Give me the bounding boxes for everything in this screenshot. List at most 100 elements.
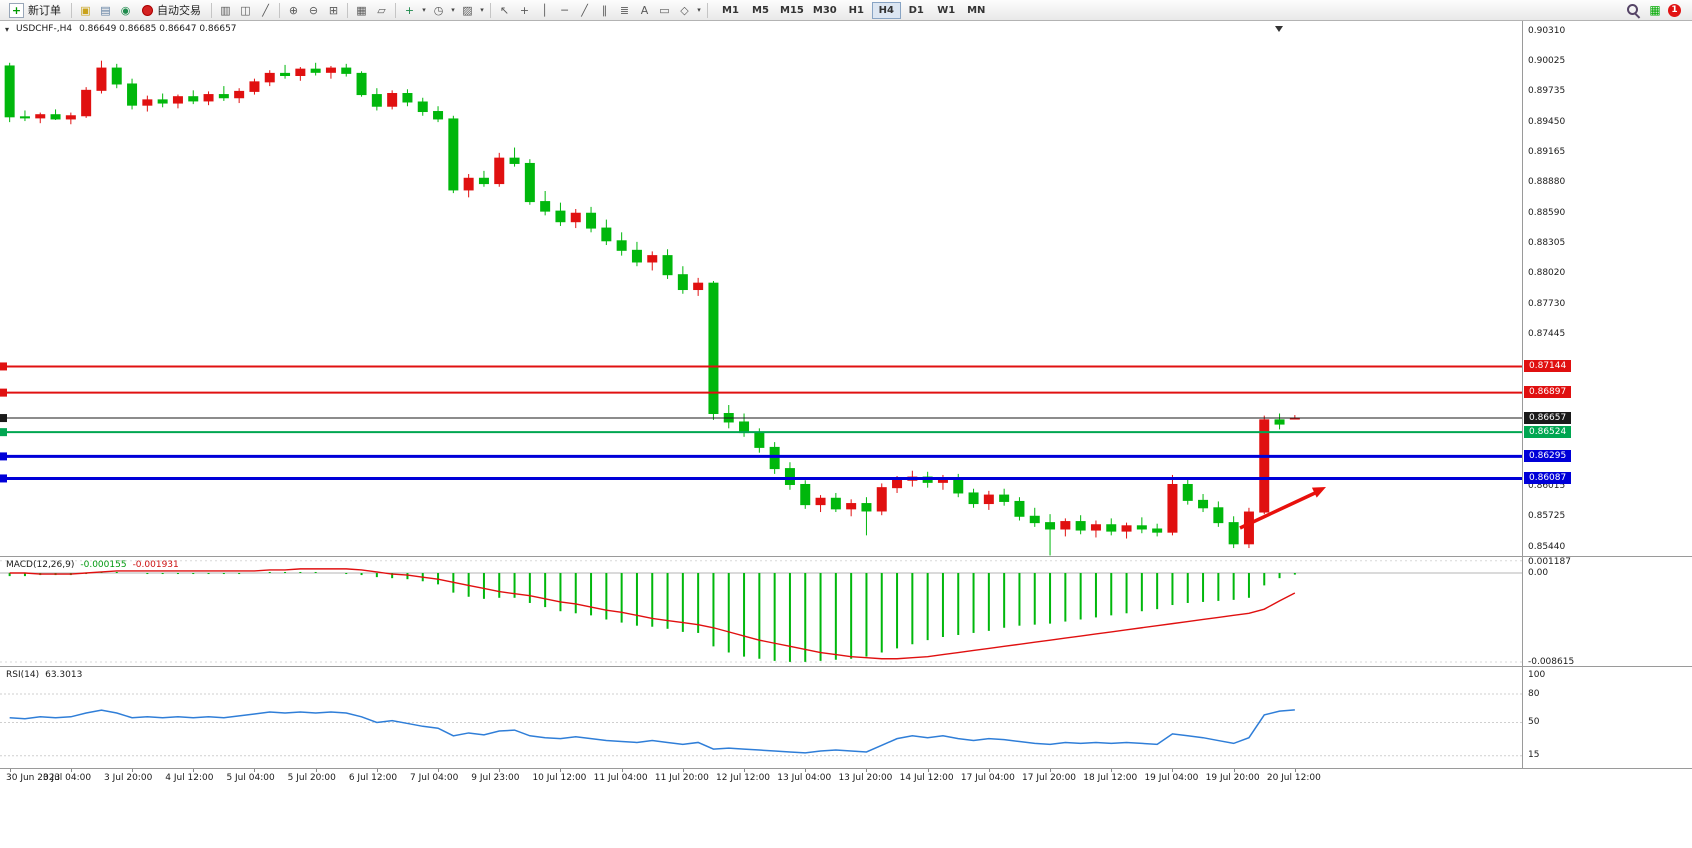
candle [35,114,46,119]
time-label: 13 Jul 04:00 [777,773,832,783]
line-anchor [0,428,7,437]
price-tag: 0.86897 [1524,386,1572,399]
templates-dropdown-icon[interactable]: ▾ [480,6,484,14]
periods-icon[interactable]: ◷ [433,3,444,17]
rsi-label: RSI(14) 63.3013 [6,670,82,680]
time-tick [1050,769,1052,772]
timeframe-button-mn[interactable]: MN [967,4,986,16]
trend-arrow-head [1311,487,1326,498]
panel-separator[interactable] [0,556,1692,557]
shapes-icon[interactable]: ◇ [680,3,689,17]
rsi-axis[interactable]: 100 80 50 15 [1523,667,1692,768]
fibonacci-icon[interactable]: ≣ [619,3,630,17]
timeframe-button-h1[interactable]: H1 [848,4,864,16]
profile-box-icon[interactable]: ▣ [80,3,91,17]
notification-badge[interactable]: 1 [1668,3,1681,17]
chart-shift-marker[interactable] [1275,26,1283,32]
autotrading-button[interactable]: 自动交易 [136,1,207,20]
candle [4,65,15,118]
autotrading-status-icon [142,4,153,16]
candle [1243,511,1254,545]
rsi-panel[interactable] [0,667,1522,768]
price-axis-label: 0.89165 [1528,146,1566,157]
price-axis-label: 0.89735 [1528,86,1566,97]
candle [280,72,291,77]
time-label: 9 Jul 23:00 [471,773,520,783]
candlestick-chart-icon[interactable]: ◫ [240,3,251,17]
search-icon[interactable] [1626,3,1641,18]
label-tool-icon[interactable]: ▭ [659,3,670,17]
panel-separator[interactable] [0,666,1692,667]
crosshair-icon[interactable]: + [519,3,530,17]
candle [861,503,872,512]
chart-expand-icon[interactable]: ▾ [5,24,10,34]
new-order-button[interactable]: + 新订单 [3,1,67,20]
candle [218,94,229,99]
horizontal-line-icon[interactable]: ─ [561,3,568,17]
candle [524,162,535,203]
time-label: 30 Jun 2023 [6,773,61,783]
time-axis[interactable]: 30 Jun 2023 3 Jul 04:00 3 Jul 20:00 4 Jul 1… [0,768,1692,787]
timeframe-button-m1[interactable]: M1 [722,4,739,16]
candle [65,115,76,120]
arrange-windows-icon[interactable]: ▦ [356,3,367,17]
candle [81,89,92,117]
channel-icon[interactable]: ∥ [601,3,608,17]
price-tag: 0.86295 [1524,449,1572,462]
line-anchor [0,414,7,423]
time-tick [70,769,72,772]
text-tool-icon[interactable]: A [640,3,649,17]
trendline-icon[interactable]: ╱ [581,3,588,17]
timeframe-button-m5[interactable]: M5 [752,4,769,16]
toolbar-separator [707,2,708,18]
price-axis-label: 0.88880 [1528,177,1566,187]
timeframe-button-m15[interactable]: M15 [780,4,804,16]
printer-icon[interactable]: ▤ [100,3,111,17]
periods-dropdown-icon[interactable]: ▾ [451,6,455,14]
candle [234,90,245,99]
timeframe-button-d1[interactable]: D1 [908,4,924,16]
time-tick [988,769,990,772]
chart-title-overlay: ▾ USDCHF-,H4 0.86649 0.86685 0.86647 0.8… [5,24,237,34]
mini-chart-icon[interactable]: ▦ [1649,3,1661,17]
line-chart-icon[interactable]: ╱ [262,3,269,17]
price-axis-label: 0.89450 [1528,116,1566,127]
price-axis[interactable]: 0.90310 0.90025 0.89735 0.89450 0.89165 0.888… [1523,21,1692,556]
candle [249,81,260,92]
macd-panel[interactable] [0,557,1522,667]
indicators-icon[interactable]: + [404,3,415,17]
candle [417,101,428,113]
refresh-icon[interactable]: ◉ [120,3,131,17]
price-chart[interactable] [0,21,1522,556]
price-axis-label: 0.87445 [1528,329,1566,340]
candle [310,68,321,73]
cursor-icon[interactable]: ↖ [499,3,510,17]
candle [739,421,750,434]
bar-chart-icon[interactable]: ▥ [220,3,231,17]
time-label: 14 Jul 12:00 [899,773,954,783]
timeframe-button-m30[interactable]: M30 [812,4,837,16]
templates-icon[interactable]: ▨ [462,3,473,17]
macd-axis-label: -0.008615 [1528,656,1575,667]
zoom-in-icon[interactable]: ⊕ [288,3,299,17]
macd-axis[interactable]: 0.001187 0.00 -0.008615 [1523,557,1692,667]
candle [616,240,627,251]
indicators-dropdown-icon[interactable]: ▾ [422,6,426,14]
zoom-out-icon[interactable]: ⊖ [308,3,319,17]
timeframe-button-w1[interactable]: W1 [937,4,956,16]
candle [1121,525,1132,532]
candle [876,487,887,512]
price-axis-label: 0.88020 [1528,268,1566,279]
tile-windows-icon[interactable]: ⊞ [328,3,339,17]
chart-symbol-period: USDCHF-,H4 [16,24,73,34]
candle [677,274,688,291]
shapes-dropdown-icon[interactable]: ▾ [697,6,701,14]
trend-arrow[interactable] [1239,491,1316,530]
candle [157,99,168,104]
cascade-windows-icon[interactable]: ▱ [377,3,386,17]
vertical-line-icon[interactable]: │ [541,3,548,17]
time-tick [682,769,684,772]
candle [815,497,826,506]
candle [1045,522,1056,530]
timeframe-button-h4[interactable]: H4 [871,1,901,19]
